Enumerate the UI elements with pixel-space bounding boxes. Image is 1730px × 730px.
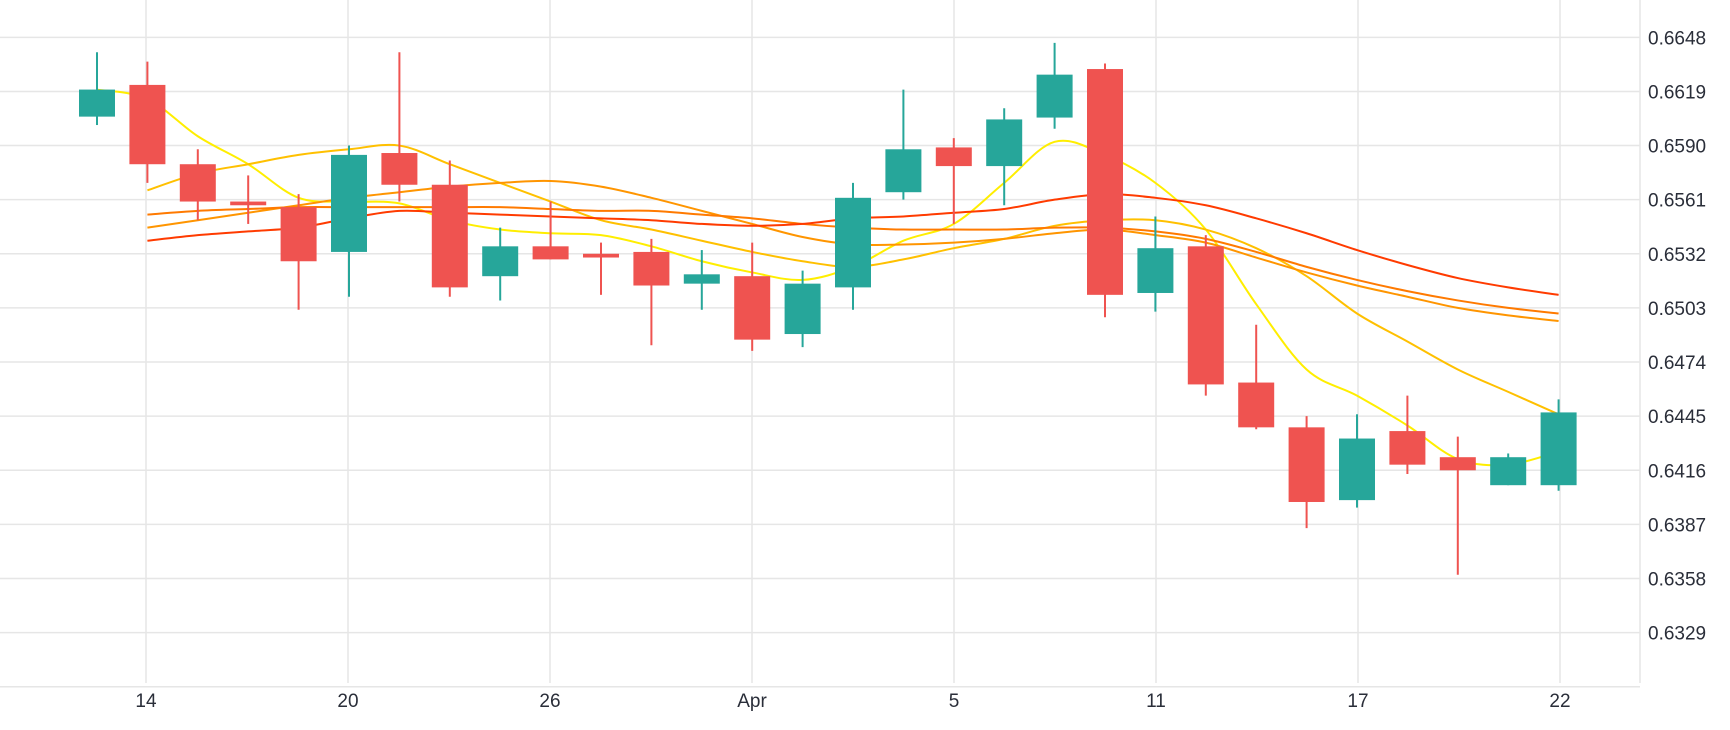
x-tick-label: 22 xyxy=(1549,691,1570,712)
x-tick-label: Apr xyxy=(737,691,767,712)
candle-body xyxy=(583,253,619,258)
y-tick-label: 0.6648 xyxy=(1648,28,1706,49)
candle-up xyxy=(1339,414,1375,508)
y-tick-label: 0.6445 xyxy=(1648,407,1706,428)
candle-down xyxy=(431,160,468,297)
candle-body xyxy=(1439,457,1476,471)
candle-body xyxy=(835,197,871,288)
candle-body xyxy=(1490,457,1527,486)
x-tick-label: 14 xyxy=(135,691,157,712)
y-tick-label: 0.6532 xyxy=(1648,245,1706,266)
candle-body xyxy=(1339,438,1375,501)
candle-body xyxy=(1238,382,1275,428)
candle-up xyxy=(1036,42,1073,129)
candle-up xyxy=(683,250,720,310)
candle-body xyxy=(280,207,317,262)
x-tick-label: 26 xyxy=(539,691,560,712)
y-tick-label: 0.6474 xyxy=(1648,353,1707,374)
candle-body xyxy=(129,84,166,165)
y-tick-label: 0.6503 xyxy=(1648,299,1706,320)
candle-down xyxy=(935,138,972,224)
candle-body xyxy=(784,283,821,335)
y-tick-label: 0.6416 xyxy=(1648,461,1706,482)
candle-up xyxy=(482,227,519,301)
candle-body xyxy=(633,251,670,286)
candle-down xyxy=(532,201,569,260)
candle-body xyxy=(431,184,468,288)
candle-up xyxy=(1490,453,1527,486)
candle-down xyxy=(1238,324,1275,430)
candle-up xyxy=(885,89,922,200)
candle-down xyxy=(633,238,670,346)
candle-up xyxy=(331,145,367,297)
candle-down xyxy=(230,175,267,224)
candle-body xyxy=(179,164,216,202)
x-tick-label: 11 xyxy=(1146,691,1166,712)
candle-body xyxy=(1036,74,1073,118)
candle-body xyxy=(1137,248,1174,293)
candle-up xyxy=(784,270,821,348)
candle-body xyxy=(381,153,418,185)
candles-layer xyxy=(79,42,1577,575)
candle-body xyxy=(1288,427,1325,502)
candle-body xyxy=(482,246,519,277)
candle-up xyxy=(1540,399,1577,491)
candle-down xyxy=(129,61,166,183)
candle-body xyxy=(885,149,922,193)
candle-down xyxy=(1439,436,1476,575)
y-tick-label: 0.6590 xyxy=(1648,137,1706,158)
candle-body xyxy=(1087,69,1123,295)
grid-layer xyxy=(0,0,1641,688)
x-tick-label: 5 xyxy=(949,691,960,712)
candle-down xyxy=(1288,416,1325,529)
candle-body xyxy=(683,274,720,284)
candle-down xyxy=(179,149,216,221)
candle-body xyxy=(1540,412,1577,486)
x-tick-label: 20 xyxy=(337,691,358,712)
candle-down xyxy=(381,52,418,202)
candle-body xyxy=(935,147,972,167)
candle-down xyxy=(734,242,771,351)
y-tick-label: 0.6387 xyxy=(1648,515,1706,536)
candle-down xyxy=(1087,63,1123,318)
candle-body xyxy=(79,89,115,117)
candle-body xyxy=(1389,431,1426,465)
y-tick-label: 0.6358 xyxy=(1648,569,1706,590)
candle-body xyxy=(734,276,771,340)
candle-body xyxy=(230,201,267,206)
candle-down xyxy=(583,242,619,295)
candle-up xyxy=(986,108,1023,206)
candle-body xyxy=(1187,246,1224,385)
candle-body xyxy=(331,154,367,252)
y-tick-label: 0.6329 xyxy=(1648,624,1706,645)
candle-down xyxy=(280,194,317,310)
candle-down xyxy=(1389,395,1426,474)
axis-layer: 0.6648 0.6619 0.6590 0.6561 0.6532 0.6503 0.64… xyxy=(135,28,1706,712)
y-tick-label: 0.6561 xyxy=(1648,191,1706,212)
candle-body xyxy=(532,246,569,260)
candle-up xyxy=(1137,216,1174,312)
candle-body xyxy=(986,119,1023,167)
candle-up xyxy=(835,182,871,310)
x-tick-label: 17 xyxy=(1347,691,1368,712)
y-tick-label: 0.6619 xyxy=(1648,82,1706,103)
candle-up xyxy=(79,52,115,126)
candle-down xyxy=(1187,235,1224,396)
